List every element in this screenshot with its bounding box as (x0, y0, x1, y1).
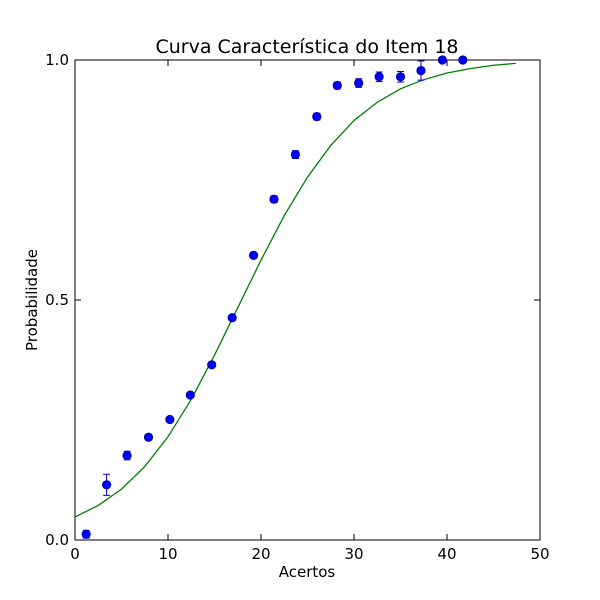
data-point (374, 72, 384, 82)
y-tick-label: 0.0 (45, 531, 69, 549)
data-point (332, 80, 342, 91)
y-tick-label: 1.0 (45, 51, 69, 69)
data-point (81, 529, 91, 539)
data-point (165, 414, 175, 425)
x-tick-label: 30 (344, 545, 363, 563)
x-tick-label: 20 (251, 545, 270, 563)
data-point (269, 194, 279, 204)
x-tick-label: 40 (437, 545, 456, 563)
chart-title: Curva Característica do Item 18 (155, 36, 458, 58)
data-point (122, 450, 132, 461)
data-point (437, 55, 447, 65)
data-point (416, 65, 426, 76)
data-point (458, 55, 468, 65)
data-point (102, 480, 112, 490)
x-tick-label: 0 (70, 545, 80, 563)
data-point (248, 250, 259, 260)
x-axis-label: Acertos (279, 563, 336, 581)
data-point (395, 72, 406, 82)
y-axis-label: Probabilidade (23, 249, 41, 351)
data-point (143, 432, 154, 442)
data-point (185, 390, 195, 400)
plot-area (74, 59, 541, 541)
data-point (207, 360, 217, 370)
fitted-curve-layer (74, 62, 516, 518)
data-points-layer (81, 55, 468, 539)
fitted-curve (74, 62, 516, 518)
data-point (354, 78, 364, 88)
data-point (227, 313, 237, 323)
x-tick-label: 10 (158, 545, 177, 563)
axis-ticks: 0 10 20 30 40 50 0.0 0.5 1.0 (45, 51, 549, 563)
x-tick-label: 50 (530, 545, 549, 563)
data-point (290, 149, 301, 160)
data-point (312, 112, 322, 122)
y-tick-label: 0.5 (45, 291, 69, 309)
